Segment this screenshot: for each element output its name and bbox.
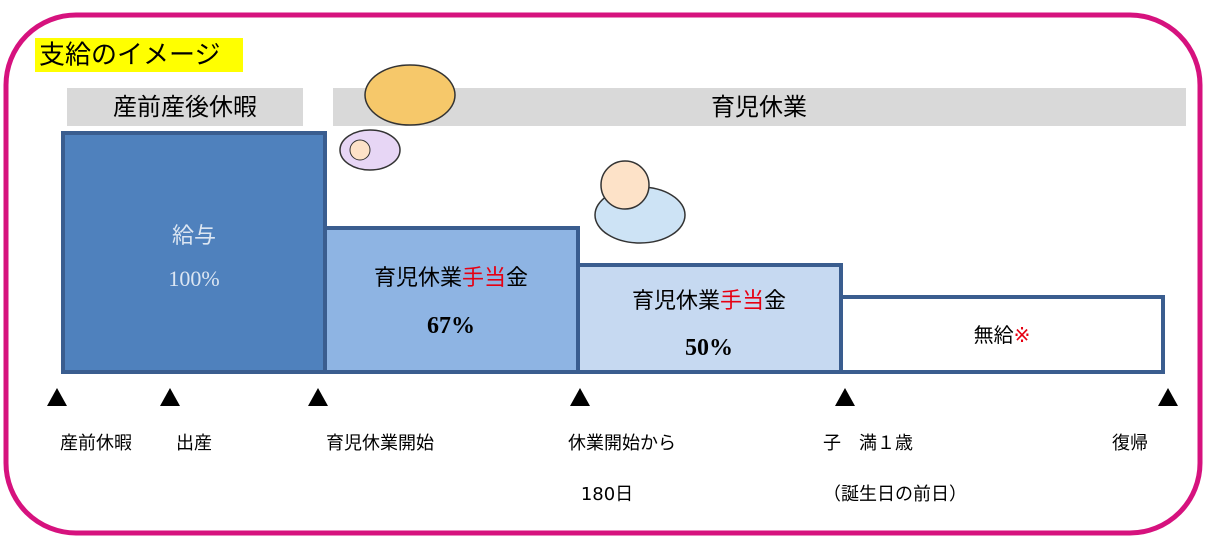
milestone-label: 休業開始から xyxy=(568,433,676,454)
milestone-marker xyxy=(1158,388,1178,406)
block-label: 無給※ xyxy=(974,323,1031,347)
milestone-label: 育児休業開始 xyxy=(326,433,434,454)
text-part: 育児休業 xyxy=(374,266,462,291)
block xyxy=(325,228,578,372)
text-part: 100% xyxy=(168,266,219,291)
block-label: 給与 xyxy=(172,224,216,249)
illustration-baby xyxy=(595,161,685,243)
milestone-marker xyxy=(160,388,180,406)
page: 支給のイメージ 産前産後休暇 育児休業 給与100%育児休業手当金67%育児休業… xyxy=(0,0,1209,539)
milestone-label: 子 満１歳 xyxy=(823,433,913,454)
title: 支給のイメージ xyxy=(39,41,220,71)
milestone-label: 復帰 xyxy=(1112,433,1148,454)
diagram: 支給のイメージ 産前産後休暇 育児休業 給与100%育児休業手当金67%育児休業… xyxy=(0,0,1209,539)
text-part: 育児休業 xyxy=(632,289,720,314)
text-part: 67% xyxy=(427,313,475,339)
milestone-marker xyxy=(308,388,328,406)
block xyxy=(63,133,325,372)
text-part: 無給 xyxy=(974,323,1014,347)
milestone-marker xyxy=(570,388,590,406)
milestone-label: 産前休暇 xyxy=(60,433,132,454)
text-part: 給与 xyxy=(172,224,216,249)
block-label: 育児休業手当金 xyxy=(374,266,528,291)
block-label: 育児休業手当金 xyxy=(632,289,786,314)
milestone-label: 180日 xyxy=(581,484,633,505)
milestone-marker xyxy=(835,388,855,406)
period-label: 産前産後休暇 xyxy=(113,93,257,121)
block-label: 50% xyxy=(685,335,733,361)
milestone-label: （誕生日の前日） xyxy=(823,484,967,505)
milestone-marker xyxy=(47,388,67,406)
highlight-text: ※ xyxy=(1014,323,1031,347)
block-label: 100% xyxy=(168,266,219,291)
text-part: 50% xyxy=(685,335,733,361)
highlight-text: 手当 xyxy=(462,266,506,291)
block-label: 67% xyxy=(427,313,475,339)
period-label: 育児休業 xyxy=(711,93,807,121)
text-part: 金 xyxy=(506,266,528,291)
milestone-label: 出産 xyxy=(176,433,212,454)
text-part: 金 xyxy=(764,289,786,314)
highlight-text: 手当 xyxy=(720,289,764,314)
